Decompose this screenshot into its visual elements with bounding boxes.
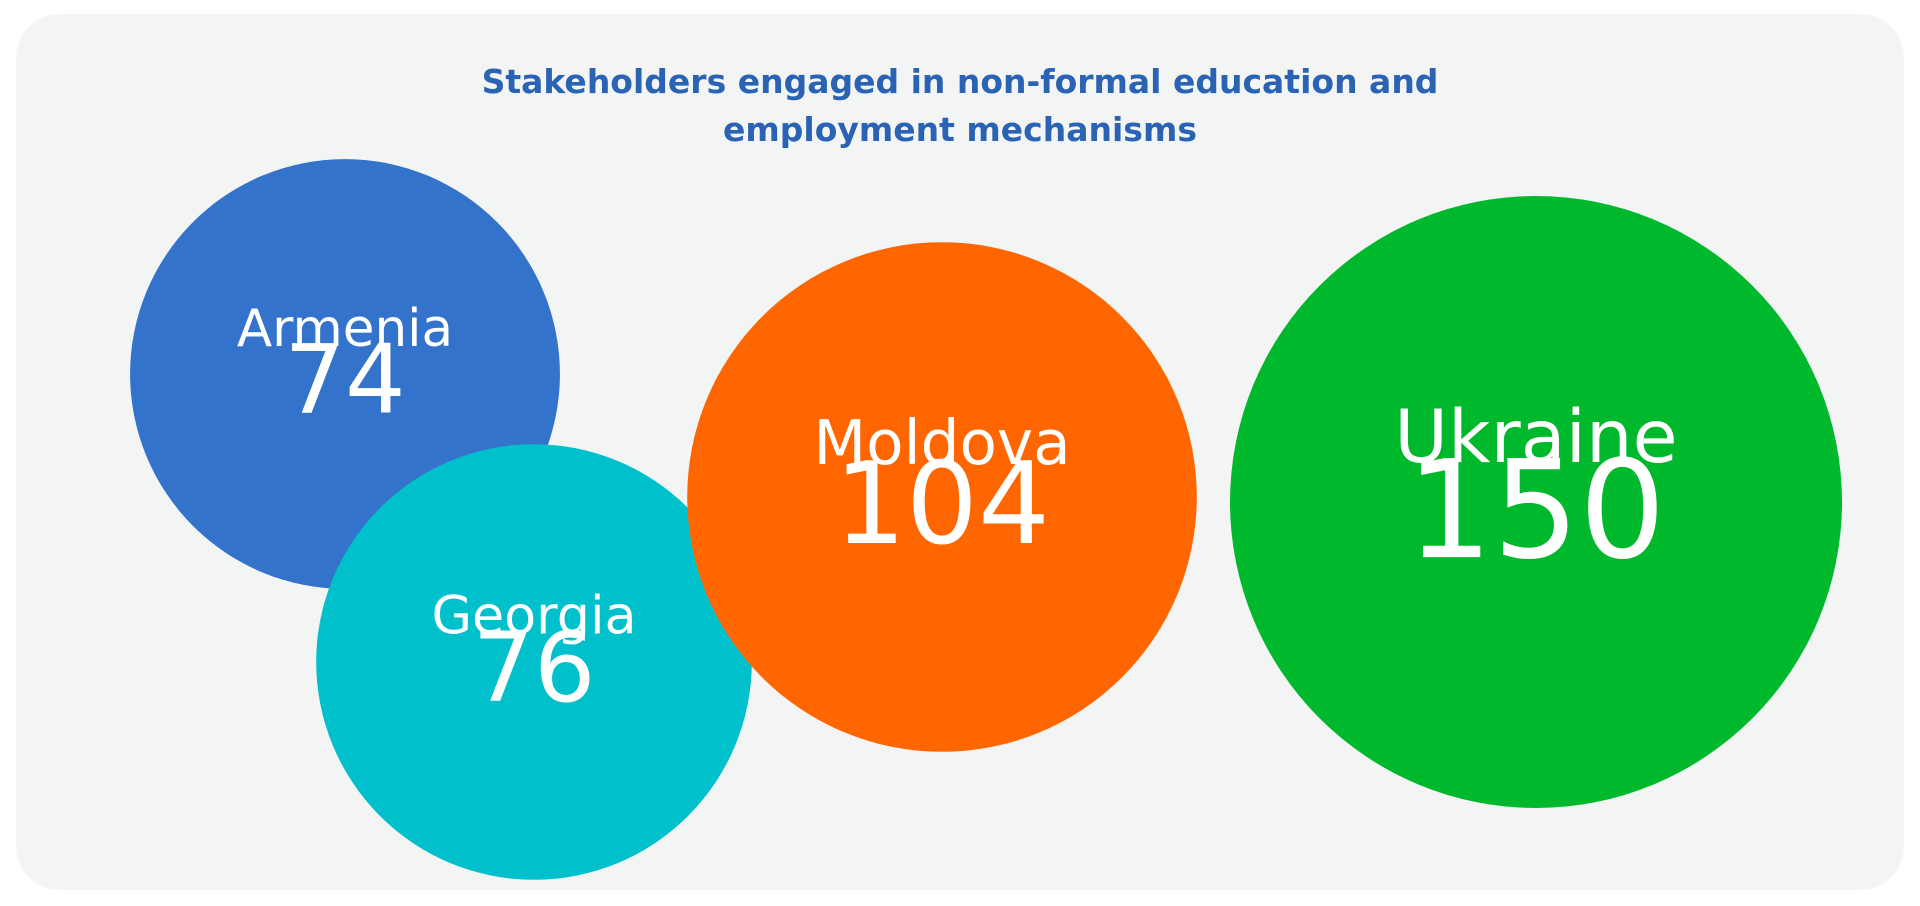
bubble-label-ukraine: Ukraine [1394, 395, 1677, 480]
chart-title-line-2: employment mechanisms [723, 109, 1197, 149]
chart-title-line-1: Stakeholders engaged in non-formal educa… [481, 62, 1439, 101]
bubble-value-georgia: 76 [472, 611, 595, 724]
bubble-value-moldova: 104 [834, 438, 1050, 570]
bubble-value-armenia: 74 [284, 325, 405, 436]
bubble-georgia [316, 444, 752, 880]
bubble-ukraine [1230, 196, 1842, 808]
bubble-label-moldova: Moldova [813, 408, 1070, 479]
bubble-value-ukraine: 150 [1406, 432, 1665, 590]
bubble-label-georgia: Georgia [431, 586, 636, 647]
bubble-label-armenia: Armenia [237, 299, 453, 359]
chart-title: Stakeholders engaged in non-formal educa… [0, 58, 1920, 154]
bubble-moldova [687, 242, 1197, 752]
